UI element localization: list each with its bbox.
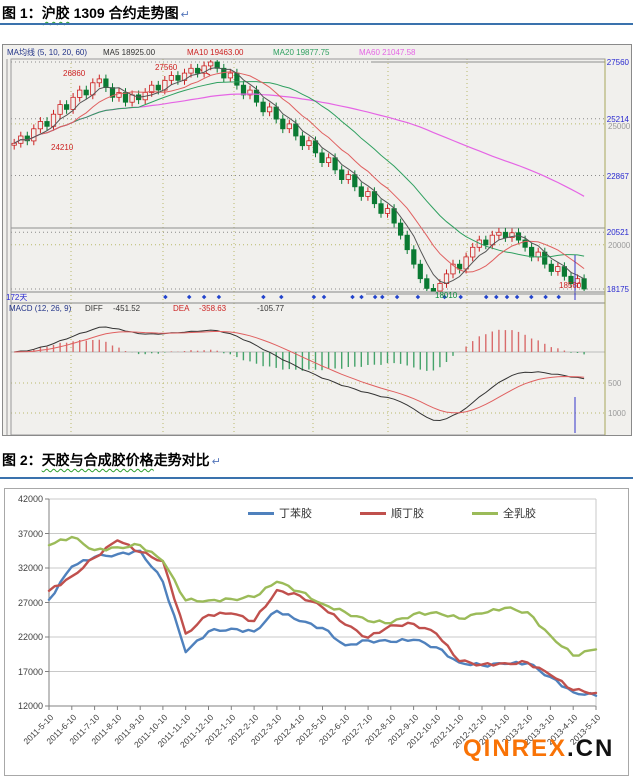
y-tick-label: 22000 <box>17 632 43 642</box>
annotation-support-price: 18010 <box>435 291 458 300</box>
caption-divider-line <box>0 477 633 479</box>
ma10-value: MA10 19463.00 <box>187 48 244 57</box>
scale-label-20000: 20000 <box>608 241 631 250</box>
legend-label: 全乳胶 <box>503 508 536 520</box>
diff-value: -451.52 <box>113 304 141 313</box>
figure2-chart-canvas <box>45 498 598 710</box>
figure2-line-chart: 42000 37000 32000 27000 22000 17000 12000 2011… <box>4 488 629 776</box>
y-tick-label: 32000 <box>17 563 43 573</box>
figure1-caption-term: 沪胶 <box>41 5 70 21</box>
figure1-chart-canvas <box>6 58 606 436</box>
watermark-suffix: .CN <box>567 735 615 762</box>
y-tick-label: 42000 <box>17 494 43 504</box>
period-days-label: 172天 <box>6 293 28 302</box>
y-axis-label: 18175 <box>606 285 629 294</box>
diff-label: DIFF <box>85 304 103 313</box>
annotation-last-price: 18560 <box>559 281 582 290</box>
annotation-first-high: 26860 <box>63 69 86 78</box>
macd-scale-1000: 1000 <box>608 409 626 418</box>
y-tick-label: 17000 <box>17 666 43 677</box>
figure1-candlestick-chart: MA均线 (5, 10, 20, 60) MA5 18925.00 MA10 1… <box>2 44 632 436</box>
annotation-left-price: 24210 <box>51 143 74 152</box>
figure1-caption-rest: 1309 合约走势图 <box>69 5 179 21</box>
ma-settings-label: MA均线 (5, 10, 20, 60) <box>7 48 88 57</box>
watermark: QINREX.CN <box>463 735 614 763</box>
y-axis-label: 20521 <box>606 228 629 237</box>
y-tick-label: 12000 <box>17 701 43 711</box>
ma5-value: MA5 18925.00 <box>103 48 156 57</box>
legend-item-br: 顺丁胶 <box>360 505 424 521</box>
y-tick-label: 37000 <box>17 528 43 539</box>
y-axis-label: 22867 <box>606 172 629 181</box>
figure2-caption-term: 天胶与合成胶价格 <box>41 452 154 468</box>
y-tick-label: 27000 <box>17 597 43 608</box>
macd-scale-500: 500 <box>608 379 622 388</box>
annotation-peak: 27560 <box>155 63 178 72</box>
y-axis-label: 27560 <box>606 58 629 67</box>
legend-label: 丁苯胶 <box>279 508 312 520</box>
figure1-caption: 图 1：沪胶 1309 合约走势图 ↵ <box>2 3 190 23</box>
dea-label: DEA <box>173 304 190 313</box>
macd-bar-value: -105.77 <box>257 304 285 313</box>
scale-label-25000: 25000 <box>608 122 631 131</box>
legend-label: 顺丁胶 <box>391 508 424 520</box>
y-axis-label: 25214 <box>606 115 629 124</box>
legend-item-sbr: 丁苯胶 <box>248 505 312 521</box>
paragraph-mark-icon: ↵ <box>180 9 190 21</box>
figure2-caption-rest: 走势对比 <box>153 452 210 468</box>
caption-divider-line <box>0 23 633 25</box>
figure2-caption-prefix: 图 2： <box>2 452 42 468</box>
legend-line-icon <box>472 511 498 515</box>
watermark-brand: QINREX <box>463 735 568 762</box>
figure1-caption-prefix: 图 1： <box>2 5 42 21</box>
ma60-value: MA60 21047.58 <box>359 48 416 57</box>
paragraph-mark-icon: ↵ <box>211 456 221 468</box>
legend-item-wf: 全乳胶 <box>472 505 536 521</box>
dea-value: -358.63 <box>199 304 227 313</box>
macd-params-label: MACD (12, 26, 9) <box>9 304 72 313</box>
legend-line-icon <box>248 511 274 515</box>
ma20-value: MA20 19877.75 <box>273 48 330 57</box>
legend-line-icon <box>360 511 386 515</box>
figure2-caption: 图 2：天胶与合成胶价格走势对比 ↵ <box>2 450 221 470</box>
